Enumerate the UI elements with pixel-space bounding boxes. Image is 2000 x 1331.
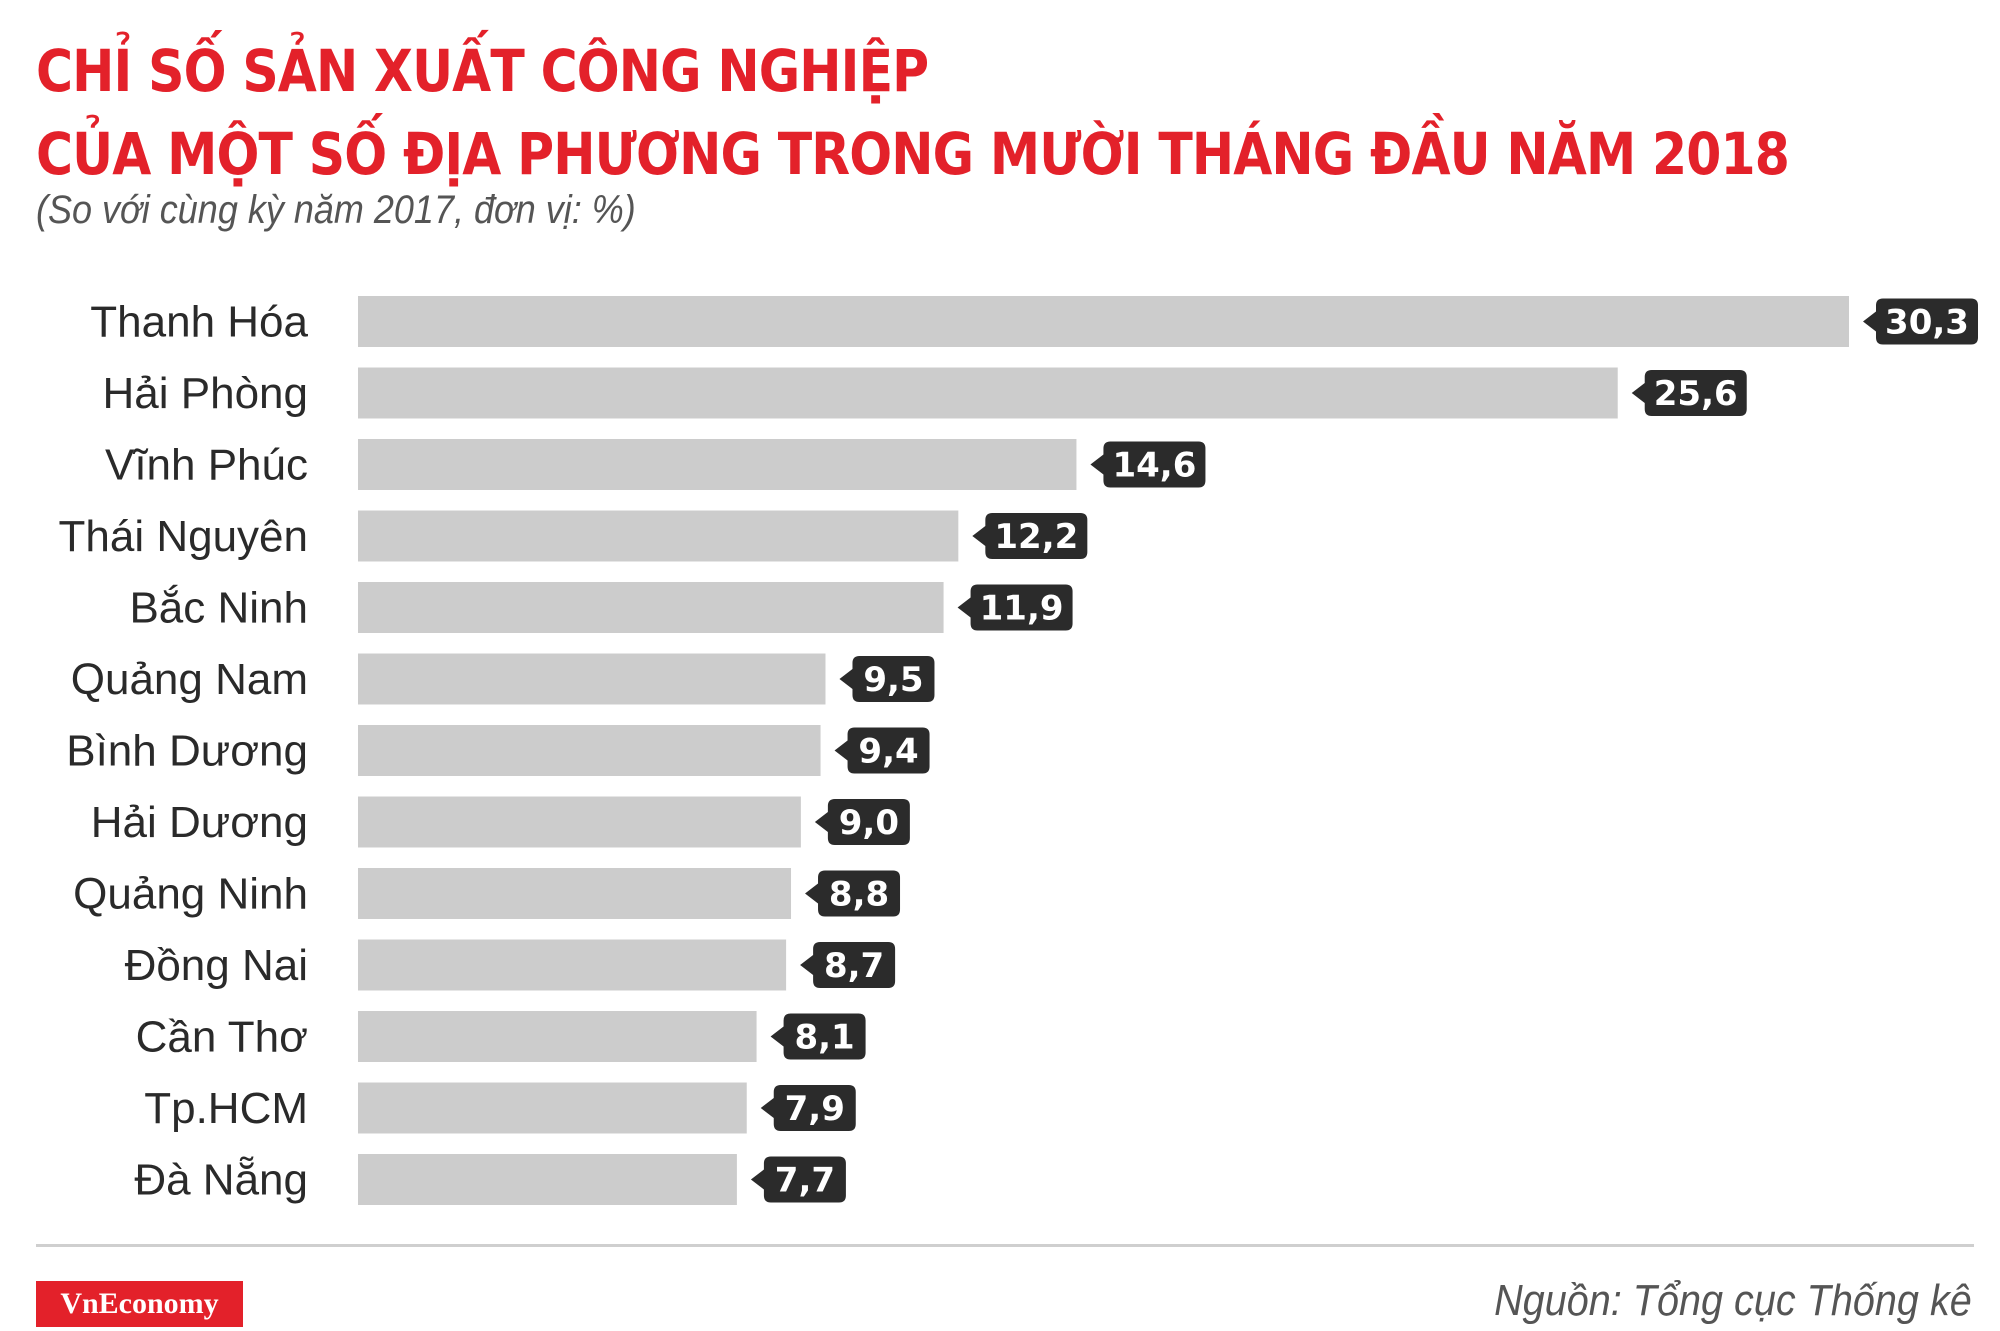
bar-10: [358, 1011, 757, 1062]
category-label: Thái Nguyên: [59, 512, 308, 561]
value-badge: [800, 942, 896, 988]
value-badge: [770, 1013, 866, 1060]
value-label: 7,9: [785, 1089, 845, 1129]
category-label: Hải Dương: [91, 798, 308, 847]
bar-2: [358, 439, 1077, 490]
value-badge: [1863, 298, 1978, 345]
category-label: Thanh Hóa: [90, 298, 308, 347]
category-label: Bắc Ninh: [129, 584, 308, 633]
category-label: Hải Phòng: [103, 369, 308, 418]
category-label: Đà Nẵng: [134, 1156, 308, 1205]
value-label: 11,9: [980, 589, 1064, 629]
bar-8: [358, 868, 792, 919]
source-note: Nguồn: Tổng cục Thống kê: [1494, 1276, 1972, 1325]
chart-title-line2: CỦA MỘT SỐ ĐỊA PHƯƠNG TRONG MƯỜI THÁNG Đ…: [36, 120, 1790, 188]
bar-0: [358, 296, 1849, 347]
value-label: 9,0: [839, 803, 899, 843]
bar-3: [358, 510, 959, 562]
category-label: Vĩnh Phúc: [105, 441, 308, 490]
bar-chart: Thanh Hóa 30,3 Hải Phòng 25,6 Vĩnh Phúc 14,6 T…: [59, 296, 1978, 1205]
bar-4: [358, 582, 944, 633]
value-badge: [1631, 370, 1747, 416]
category-label: Đồng Nai: [125, 941, 308, 990]
value-label: 30,3: [1885, 303, 1969, 343]
value-label: 9,4: [858, 732, 918, 772]
chart-title: CHỈ SỐ SẢN XUẤT CÔNG NGHIỆP CỦA MỘT SỐ Đ…: [36, 30, 1790, 196]
value-label: 9,5: [863, 660, 923, 700]
value-label: 8,1: [794, 1018, 854, 1058]
value-label: 14,6: [1112, 446, 1196, 486]
value-badge: [1090, 441, 1206, 488]
category-label: Quảng Nam: [71, 655, 308, 704]
value-badge: [760, 1085, 856, 1131]
value-badge: [814, 799, 910, 845]
value-badge: [805, 870, 901, 917]
value-badge: [750, 1156, 846, 1203]
value-badge: [972, 513, 1088, 559]
value-label: 8,8: [829, 875, 889, 915]
value-label: 12,2: [994, 517, 1078, 557]
value-badge: [834, 727, 930, 774]
chart-subtitle: (So với cùng kỳ năm 2017, đơn vị: %): [36, 188, 636, 232]
bar-7: [358, 796, 801, 848]
footer-divider: [36, 1244, 1974, 1247]
chart-title-line1: CHỈ SỐ SẢN XUẤT CÔNG NGHIỆP: [36, 37, 929, 105]
bar-1: [358, 367, 1618, 419]
category-label: Tp.HCM: [144, 1084, 308, 1133]
brand-logo: VnEconomy: [36, 1281, 243, 1327]
category-label: Cần Thơ: [136, 1013, 308, 1062]
category-label: Quảng Ninh: [73, 870, 308, 919]
value-label: 7,7: [775, 1161, 835, 1201]
value-label: 25,6: [1654, 374, 1738, 414]
bar-11: [358, 1082, 747, 1134]
value-badge: [839, 656, 935, 702]
category-label: Bình Dương: [66, 727, 308, 776]
bar-9: [358, 939, 787, 991]
value-badge: [957, 584, 1073, 631]
bar-5: [358, 653, 826, 705]
bar-12: [358, 1154, 737, 1205]
bar-6: [358, 725, 821, 776]
value-label: 8,7: [824, 946, 884, 986]
